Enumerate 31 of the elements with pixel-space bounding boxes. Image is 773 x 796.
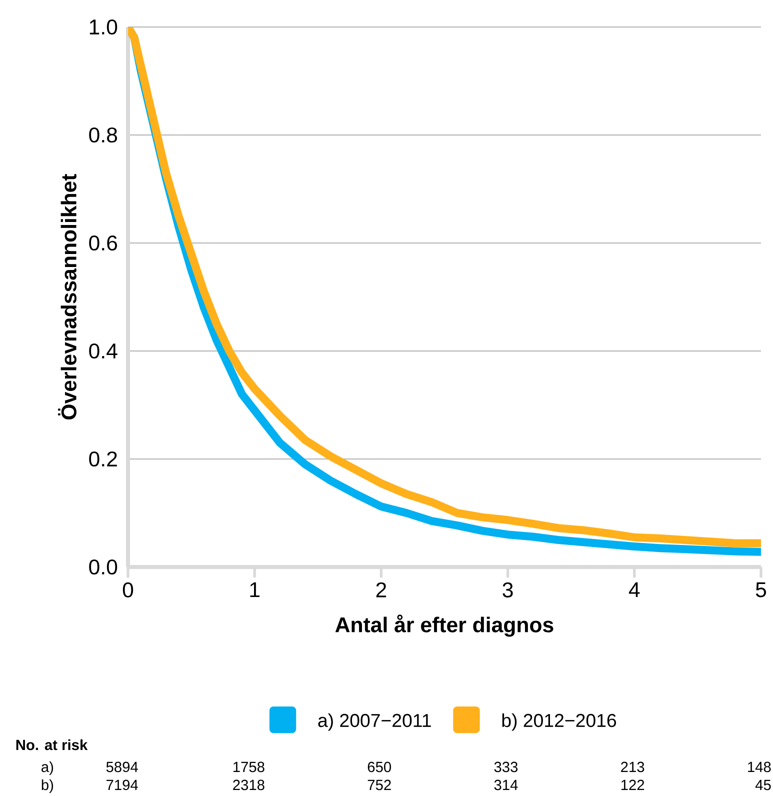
x-tick-label: 0 xyxy=(122,582,134,598)
legend-label: b) 2012−2016 xyxy=(502,713,616,731)
text: 752 xyxy=(368,780,391,790)
text: 650 xyxy=(368,762,392,772)
y-tick-label: 0.8 xyxy=(89,127,118,143)
x-tick-label: 1 xyxy=(250,582,260,598)
text: 122 xyxy=(621,780,644,790)
text: 5894 xyxy=(106,762,138,772)
x-tick-label: 5 xyxy=(756,582,766,598)
text: 7194 xyxy=(106,780,138,790)
text: No. at risk xyxy=(16,739,88,750)
text: 213 xyxy=(621,762,644,772)
y-axis-title: Överlevnadssannolikhet xyxy=(58,174,76,420)
y-tick-label: 0.2 xyxy=(89,451,117,467)
text: 333 xyxy=(494,762,518,772)
text: b) xyxy=(42,779,54,794)
text: a) xyxy=(42,761,54,776)
x-axis-title: Antal år efter diagnos xyxy=(335,614,554,637)
text: 148 xyxy=(748,762,771,772)
y-tick-label: 1.0 xyxy=(90,19,118,35)
text: 1758 xyxy=(233,762,264,772)
x-tick-label: 2 xyxy=(376,582,386,598)
x-tick-label: 3 xyxy=(502,582,513,598)
text: 45 xyxy=(755,780,771,790)
legend-label: a) 2007−2011 xyxy=(318,713,431,731)
y-tick-label: 0.0 xyxy=(89,559,118,575)
x-tick-label: 4 xyxy=(628,582,640,598)
y-tick-label: 0.6 xyxy=(89,235,118,251)
text: 2318 xyxy=(233,780,264,790)
y-tick-label: 0.4 xyxy=(89,343,118,359)
text: 314 xyxy=(494,780,518,790)
